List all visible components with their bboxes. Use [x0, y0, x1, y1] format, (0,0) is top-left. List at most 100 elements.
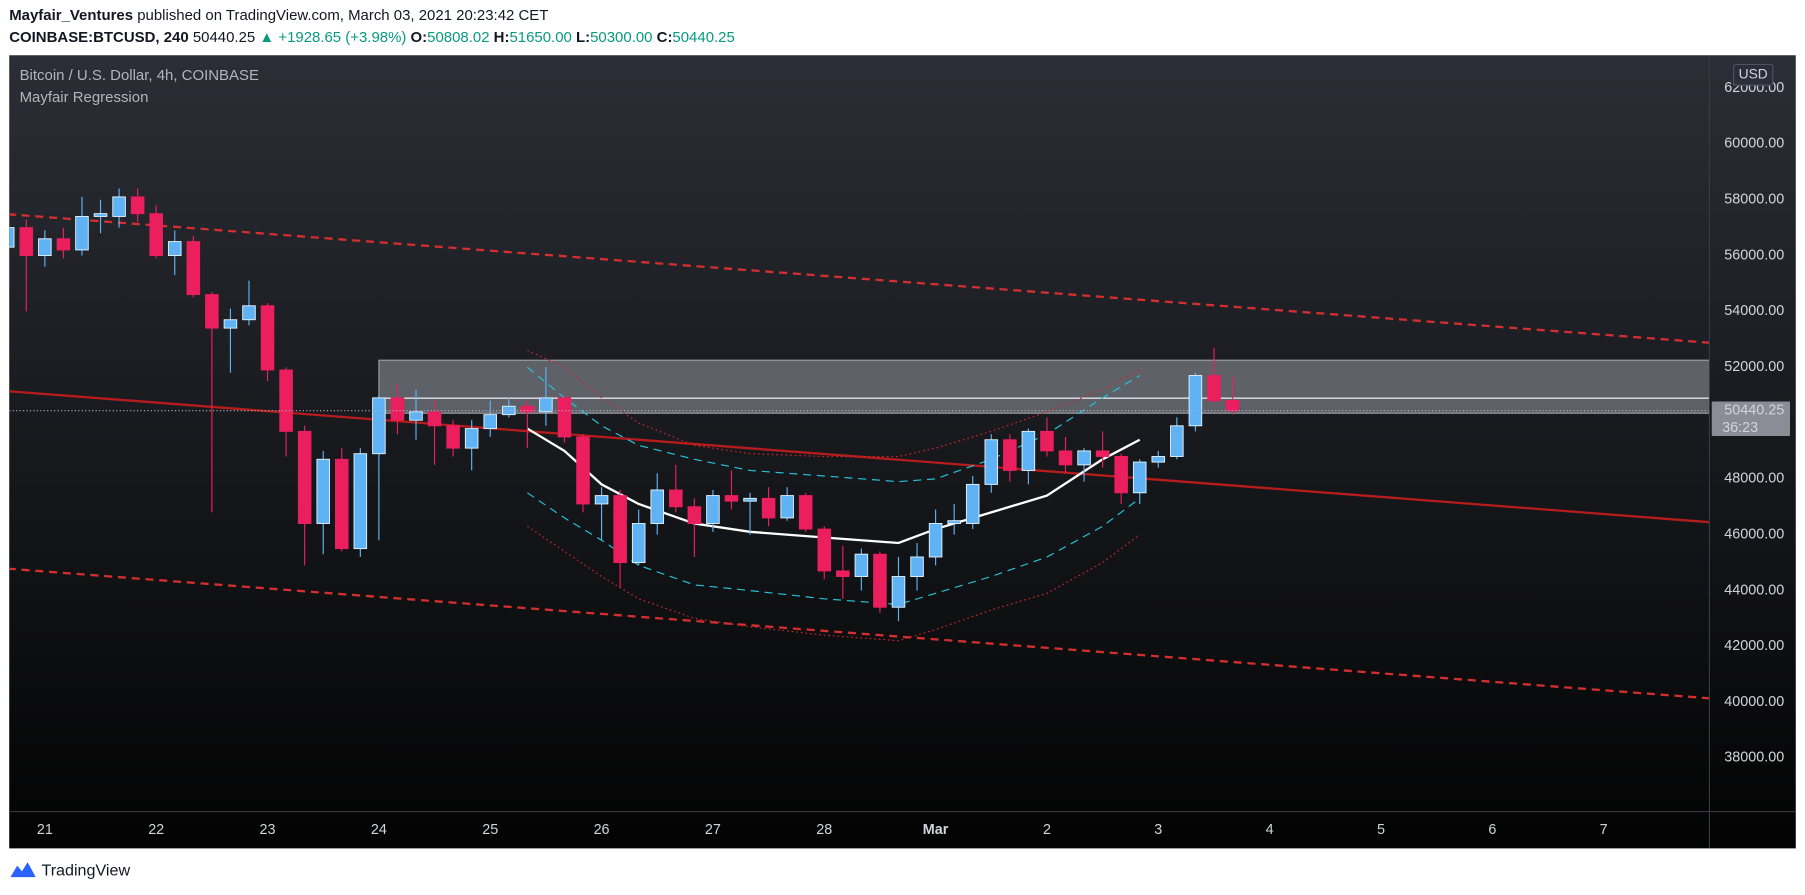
y-tick-label: 54000.00 — [1724, 303, 1784, 319]
candle-body — [483, 414, 497, 430]
candle-body — [1151, 456, 1166, 463]
candle-body — [873, 553, 887, 608]
candle-body — [56, 238, 71, 251]
currency-badge[interactable] — [1733, 63, 1774, 86]
candle-body — [1170, 425, 1184, 457]
x-tick-label: 5 — [1377, 822, 1385, 838]
candle-body — [780, 495, 794, 519]
x-tick-label: 2 — [1043, 822, 1051, 838]
candle-body — [149, 213, 163, 256]
candle-body — [1132, 461, 1147, 494]
indicator-label: Mayfair Regression — [20, 89, 149, 106]
y-tick-label: 52000.00 — [1724, 359, 1784, 375]
zone — [378, 359, 1710, 414]
candle-body — [1077, 450, 1091, 466]
x-tick-label: 6 — [1488, 822, 1496, 838]
candle-body — [520, 405, 535, 413]
candle-body — [1003, 439, 1017, 471]
published: published on TradingView.com, March 03, … — [137, 7, 548, 24]
y-tick-label: 56000.00 — [1724, 247, 1784, 263]
candle-body — [390, 397, 405, 421]
candle-body — [947, 520, 961, 524]
candle-body — [594, 495, 609, 505]
candle-body — [75, 215, 89, 251]
chart-title: Bitcoin / U.S. Dollar, 4h, COINBASE — [20, 67, 259, 84]
y-tick-label: 48000.00 — [1724, 471, 1784, 487]
logo-icon — [10, 862, 36, 878]
overlay-line — [527, 525, 1141, 642]
candle-body — [650, 489, 665, 524]
candle-body — [1095, 450, 1110, 457]
candle-body — [854, 553, 869, 577]
ohlc-l-value: 50300.00 — [590, 29, 652, 46]
candle-body — [130, 196, 145, 215]
x-tick-label: 28 — [816, 822, 832, 838]
header-line-1: Mayfair_Ventures published on TradingVie… — [9, 7, 548, 24]
candle-body — [928, 523, 943, 558]
candle-body — [613, 495, 627, 564]
x-tick-label: 22 — [148, 822, 164, 838]
x-tick-label: 23 — [260, 822, 276, 838]
ohlc-o-value: 50808.02 — [427, 29, 489, 46]
candle-body — [798, 495, 813, 530]
candle-body — [167, 241, 182, 256]
x-tick-label: Mar — [923, 822, 949, 838]
candle-body — [669, 489, 683, 508]
candle-body — [706, 495, 720, 524]
candle-body — [93, 213, 108, 217]
author: Mayfair_Ventures — [9, 7, 133, 24]
candle-body — [260, 305, 275, 371]
candle-body — [1040, 430, 1054, 452]
candle-body — [1225, 399, 1240, 412]
candle-body — [891, 576, 906, 608]
symbol: COINBASE:BTCUSD, 240 — [9, 29, 188, 46]
last-price: 50440.25 — [193, 29, 255, 46]
candle-body — [38, 238, 52, 256]
candle-body — [1207, 375, 1221, 402]
ohlc-h-value: 51650.00 — [509, 29, 571, 46]
candle-body — [409, 411, 423, 421]
candle-body — [446, 425, 460, 449]
candle-body — [19, 227, 34, 256]
candle-body — [557, 397, 572, 438]
candle-body — [372, 397, 386, 455]
candle-body — [112, 196, 126, 217]
x-tick-label: 26 — [594, 822, 610, 838]
candle-body — [1058, 450, 1073, 466]
candle-body — [464, 428, 479, 449]
candle-body — [984, 439, 999, 485]
x-tick-label: 4 — [1266, 822, 1274, 838]
candle-body — [242, 305, 256, 321]
candle-body — [1114, 456, 1128, 494]
x-tick-label: 24 — [371, 822, 387, 838]
candle-body — [724, 495, 739, 502]
candle-body — [335, 458, 349, 550]
ohlc-c-value: 50440.25 — [672, 29, 734, 46]
ohlc-c-label: C: — [657, 29, 673, 46]
y-tick-label: 60000.00 — [1724, 136, 1784, 152]
candle-body — [223, 319, 238, 329]
x-tick-label: 27 — [705, 822, 721, 838]
y-tick-label: 46000.00 — [1724, 526, 1784, 542]
ohlc-l-label: L: — [576, 29, 590, 46]
candle-body — [353, 453, 368, 550]
candle-body — [297, 430, 312, 524]
candle-body — [279, 369, 293, 432]
logo-text: TradingView — [41, 862, 130, 880]
candle-body — [502, 405, 516, 416]
candle-body — [1021, 430, 1036, 471]
overlay-line — [9, 213, 1710, 344]
ohlc-h-label: H: — [494, 29, 510, 46]
candle-body — [910, 556, 924, 577]
last-price-box — [1711, 401, 1791, 437]
x-tick-label: 21 — [37, 822, 53, 838]
y-tick-label: 40000.00 — [1724, 694, 1784, 710]
candle-body — [576, 436, 590, 505]
ohlc-o-label: O: — [411, 29, 428, 46]
footer-logo: TradingView — [10, 862, 130, 880]
y-tick-label: 58000.00 — [1724, 191, 1784, 207]
x-tick-label: 3 — [1154, 822, 1162, 838]
candle-body — [186, 241, 201, 296]
